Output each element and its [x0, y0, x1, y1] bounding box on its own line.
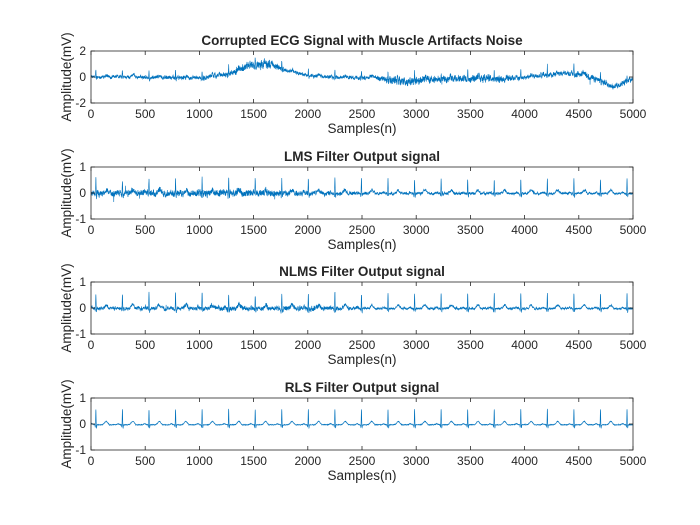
- x-tick-label: 500: [135, 223, 155, 237]
- x-tick-label: 3000: [403, 223, 430, 237]
- x-tick-label: 3000: [403, 107, 430, 121]
- x-tick-label: 500: [135, 338, 155, 352]
- y-tick-label: -1: [75, 212, 86, 226]
- x-tick-label: 1500: [240, 338, 267, 352]
- y-tick-label: 1: [79, 391, 86, 405]
- x-tick-label: 1000: [186, 454, 213, 468]
- subplot-title: RLS Filter Output signal: [285, 380, 440, 395]
- y-tick-label: -2: [75, 96, 86, 110]
- y-tick-label: 1: [79, 275, 86, 289]
- x-tick-label: 1000: [186, 107, 213, 121]
- x-tick-label: 1000: [186, 223, 213, 237]
- signal-line: [91, 176, 633, 203]
- signal-line: [91, 408, 633, 430]
- subplot-title: LMS Filter Output signal: [284, 149, 440, 164]
- y-tick-label: 2: [79, 44, 86, 58]
- x-tick-label: 1500: [240, 223, 267, 237]
- y-tick-label: 0: [79, 417, 86, 431]
- x-tick-label: 3500: [457, 454, 484, 468]
- y-tick-label: 1: [79, 160, 86, 174]
- x-tick-label: 4500: [565, 454, 592, 468]
- y-tick-label: 0: [79, 301, 86, 315]
- subplot-4: 0 500 1000 1500 2000 2500 3000 3500 4000 4500 5000…: [59, 379, 647, 483]
- x-axis-label: Samples(n): [327, 468, 396, 483]
- x-tick-label: 2500: [349, 107, 376, 121]
- x-tick-label: 2000: [294, 107, 321, 121]
- x-axis-label: Samples(n): [327, 352, 396, 367]
- x-tick-label: 3500: [457, 223, 484, 237]
- subplot-2: 0 500 1000 1500 2000 2500 3000 3500 4000 4500 5000…: [59, 148, 647, 252]
- subplot-title: Corrupted ECG Signal with Muscle Artifac…: [201, 33, 523, 48]
- x-tick-label: 500: [135, 454, 155, 468]
- x-tick-label: 0: [88, 223, 95, 237]
- y-axis-label: Amplitude(mV): [59, 263, 74, 352]
- x-tick-label: 500: [135, 107, 155, 121]
- x-tick-label: 3500: [457, 107, 484, 121]
- x-tick-label: 4500: [565, 107, 592, 121]
- x-tick-label: 2500: [349, 223, 376, 237]
- x-tick-label: 5000: [620, 338, 647, 352]
- subplot-3: 0 500 1000 1500 2000 2500 3000 3500 4000 4500 5000…: [59, 263, 647, 367]
- x-tick-label: 1500: [240, 454, 267, 468]
- x-tick-label: 0: [88, 454, 95, 468]
- x-axis-label: Samples(n): [327, 237, 396, 252]
- y-tick-label: -1: [75, 443, 86, 457]
- y-tick-label: 0: [79, 70, 86, 84]
- x-tick-label: 1500: [240, 107, 267, 121]
- x-tick-label: 3000: [403, 454, 430, 468]
- x-tick-label: 4000: [511, 223, 538, 237]
- x-tick-label: 3000: [403, 338, 430, 352]
- y-axis-label: Amplitude(mV): [59, 379, 74, 468]
- x-tick-label: 0: [88, 338, 95, 352]
- y-axis-label: Amplitude(mV): [59, 148, 74, 237]
- subplots: 0 500 1000 1500 2000 2500 3000 3500 4000 4500 5000…: [59, 32, 647, 483]
- x-tick-label: 2000: [294, 223, 321, 237]
- y-axis-label: Amplitude(mV): [59, 32, 74, 121]
- x-tick-label: 5000: [620, 454, 647, 468]
- x-tick-label: 4000: [511, 338, 538, 352]
- x-tick-label: 0: [88, 107, 95, 121]
- x-tick-label: 2000: [294, 338, 321, 352]
- x-tick-label: 4500: [565, 338, 592, 352]
- x-tick-label: 4000: [511, 454, 538, 468]
- x-tick-label: 1000: [186, 338, 213, 352]
- y-tick-label: -1: [75, 327, 86, 341]
- x-tick-label: 5000: [620, 107, 647, 121]
- subplot-title: NLMS Filter Output signal: [279, 264, 445, 279]
- signal-line: [91, 291, 633, 314]
- x-tick-label: 5000: [620, 223, 647, 237]
- x-tick-label: 2500: [349, 338, 376, 352]
- x-axis-label: Samples(n): [327, 121, 396, 136]
- y-tick-label: 0: [79, 186, 86, 200]
- subplot-1: 0 500 1000 1500 2000 2500 3000 3500 4000 4500 5000…: [59, 32, 647, 136]
- x-tick-label: 4500: [565, 223, 592, 237]
- x-tick-label: 2500: [349, 454, 376, 468]
- x-tick-label: 3500: [457, 338, 484, 352]
- x-tick-label: 4000: [511, 107, 538, 121]
- signal-line: [91, 57, 633, 90]
- x-tick-label: 2000: [294, 454, 321, 468]
